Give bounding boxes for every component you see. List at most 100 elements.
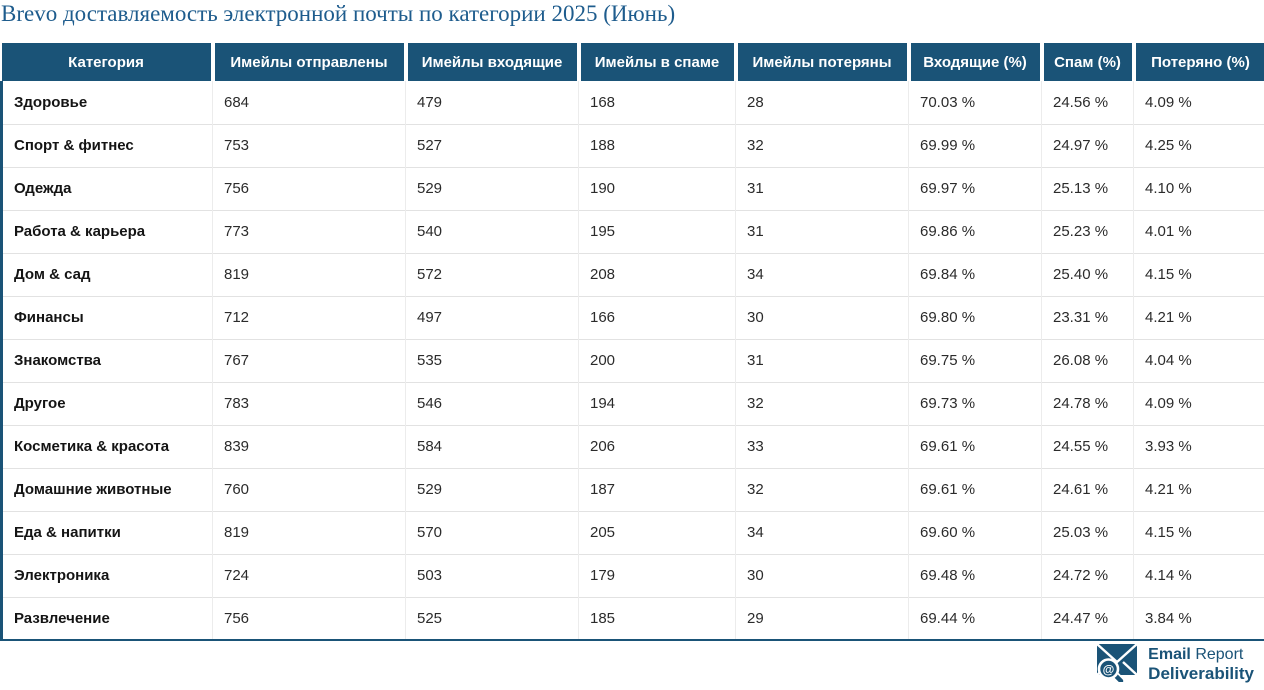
value-cell: 3.84 %	[1134, 597, 1264, 640]
page-title: Brevo доставляемость электронной почты п…	[1, 1, 1264, 27]
value-cell: 25.23 %	[1042, 210, 1134, 253]
brand-word-report: Report	[1195, 646, 1243, 663]
value-cell: 31	[736, 339, 909, 382]
value-cell: 767	[213, 339, 406, 382]
value-cell: 34	[736, 511, 909, 554]
value-cell: 69.97 %	[909, 167, 1042, 210]
value-cell: 529	[406, 167, 579, 210]
column-header-8: Потеряно (%)	[1134, 43, 1264, 81]
value-cell: 753	[213, 124, 406, 167]
value-cell: 479	[406, 81, 579, 124]
brand-logo: @ Email Report Deliverability	[1094, 642, 1254, 687]
value-cell: 187	[579, 468, 736, 511]
value-cell: 527	[406, 124, 579, 167]
value-cell: 4.09 %	[1134, 382, 1264, 425]
value-cell: 69.61 %	[909, 425, 1042, 468]
category-cell: Электроника	[2, 554, 213, 597]
value-cell: 819	[213, 253, 406, 296]
value-cell: 4.09 %	[1134, 81, 1264, 124]
value-cell: 69.75 %	[909, 339, 1042, 382]
value-cell: 206	[579, 425, 736, 468]
value-cell: 70.03 %	[909, 81, 1042, 124]
value-cell: 3.93 %	[1134, 425, 1264, 468]
value-cell: 69.60 %	[909, 511, 1042, 554]
value-cell: 168	[579, 81, 736, 124]
value-cell: 69.61 %	[909, 468, 1042, 511]
value-cell: 4.15 %	[1134, 253, 1264, 296]
category-cell: Работа & карьера	[2, 210, 213, 253]
value-cell: 33	[736, 425, 909, 468]
value-cell: 684	[213, 81, 406, 124]
value-cell: 194	[579, 382, 736, 425]
value-cell: 24.55 %	[1042, 425, 1134, 468]
column-header-5: Имейлы потеряны	[736, 43, 909, 81]
category-cell: Спорт & фитнес	[2, 124, 213, 167]
value-cell: 525	[406, 597, 579, 640]
value-cell: 69.44 %	[909, 597, 1042, 640]
value-cell: 28	[736, 81, 909, 124]
value-cell: 756	[213, 167, 406, 210]
column-header-3: Имейлы входящие	[406, 43, 579, 81]
value-cell: 179	[579, 554, 736, 597]
value-cell: 69.73 %	[909, 382, 1042, 425]
value-cell: 30	[736, 296, 909, 339]
value-cell: 819	[213, 511, 406, 554]
value-cell: 32	[736, 382, 909, 425]
brand-text: Email Report Deliverability	[1148, 646, 1254, 683]
value-cell: 24.97 %	[1042, 124, 1134, 167]
value-cell: 760	[213, 468, 406, 511]
value-cell: 34	[736, 253, 909, 296]
category-cell: Домашние животные	[2, 468, 213, 511]
category-cell: Здоровье	[2, 81, 213, 124]
value-cell: 535	[406, 339, 579, 382]
svg-text:@: @	[1103, 663, 1115, 677]
value-cell: 4.15 %	[1134, 511, 1264, 554]
value-cell: 24.72 %	[1042, 554, 1134, 597]
value-cell: 570	[406, 511, 579, 554]
value-cell: 29	[736, 597, 909, 640]
column-header-2: Имейлы отправлены	[213, 43, 406, 81]
value-cell: 31	[736, 167, 909, 210]
value-cell: 69.48 %	[909, 554, 1042, 597]
envelope-magnifier-at-icon: @	[1094, 642, 1140, 687]
value-cell: 4.21 %	[1134, 296, 1264, 339]
column-header-4: Имейлы в спаме	[579, 43, 736, 81]
brand-word-email: Email	[1148, 646, 1191, 663]
category-cell: Еда & напитки	[2, 511, 213, 554]
value-cell: 69.86 %	[909, 210, 1042, 253]
value-cell: 24.56 %	[1042, 81, 1134, 124]
value-cell: 4.25 %	[1134, 124, 1264, 167]
value-cell: 185	[579, 597, 736, 640]
value-cell: 30	[736, 554, 909, 597]
value-cell: 546	[406, 382, 579, 425]
value-cell: 69.99 %	[909, 124, 1042, 167]
value-cell: 756	[213, 597, 406, 640]
value-cell: 205	[579, 511, 736, 554]
category-cell: Другое	[2, 382, 213, 425]
value-cell: 31	[736, 210, 909, 253]
value-cell: 32	[736, 124, 909, 167]
value-cell: 188	[579, 124, 736, 167]
value-cell: 724	[213, 554, 406, 597]
category-cell: Дом & сад	[2, 253, 213, 296]
brand-line1: Email Report	[1148, 646, 1254, 664]
category-cell: Одежда	[2, 167, 213, 210]
value-cell: 529	[406, 468, 579, 511]
value-cell: 24.47 %	[1042, 597, 1134, 640]
value-cell: 540	[406, 210, 579, 253]
value-cell: 190	[579, 167, 736, 210]
value-cell: 25.03 %	[1042, 511, 1134, 554]
